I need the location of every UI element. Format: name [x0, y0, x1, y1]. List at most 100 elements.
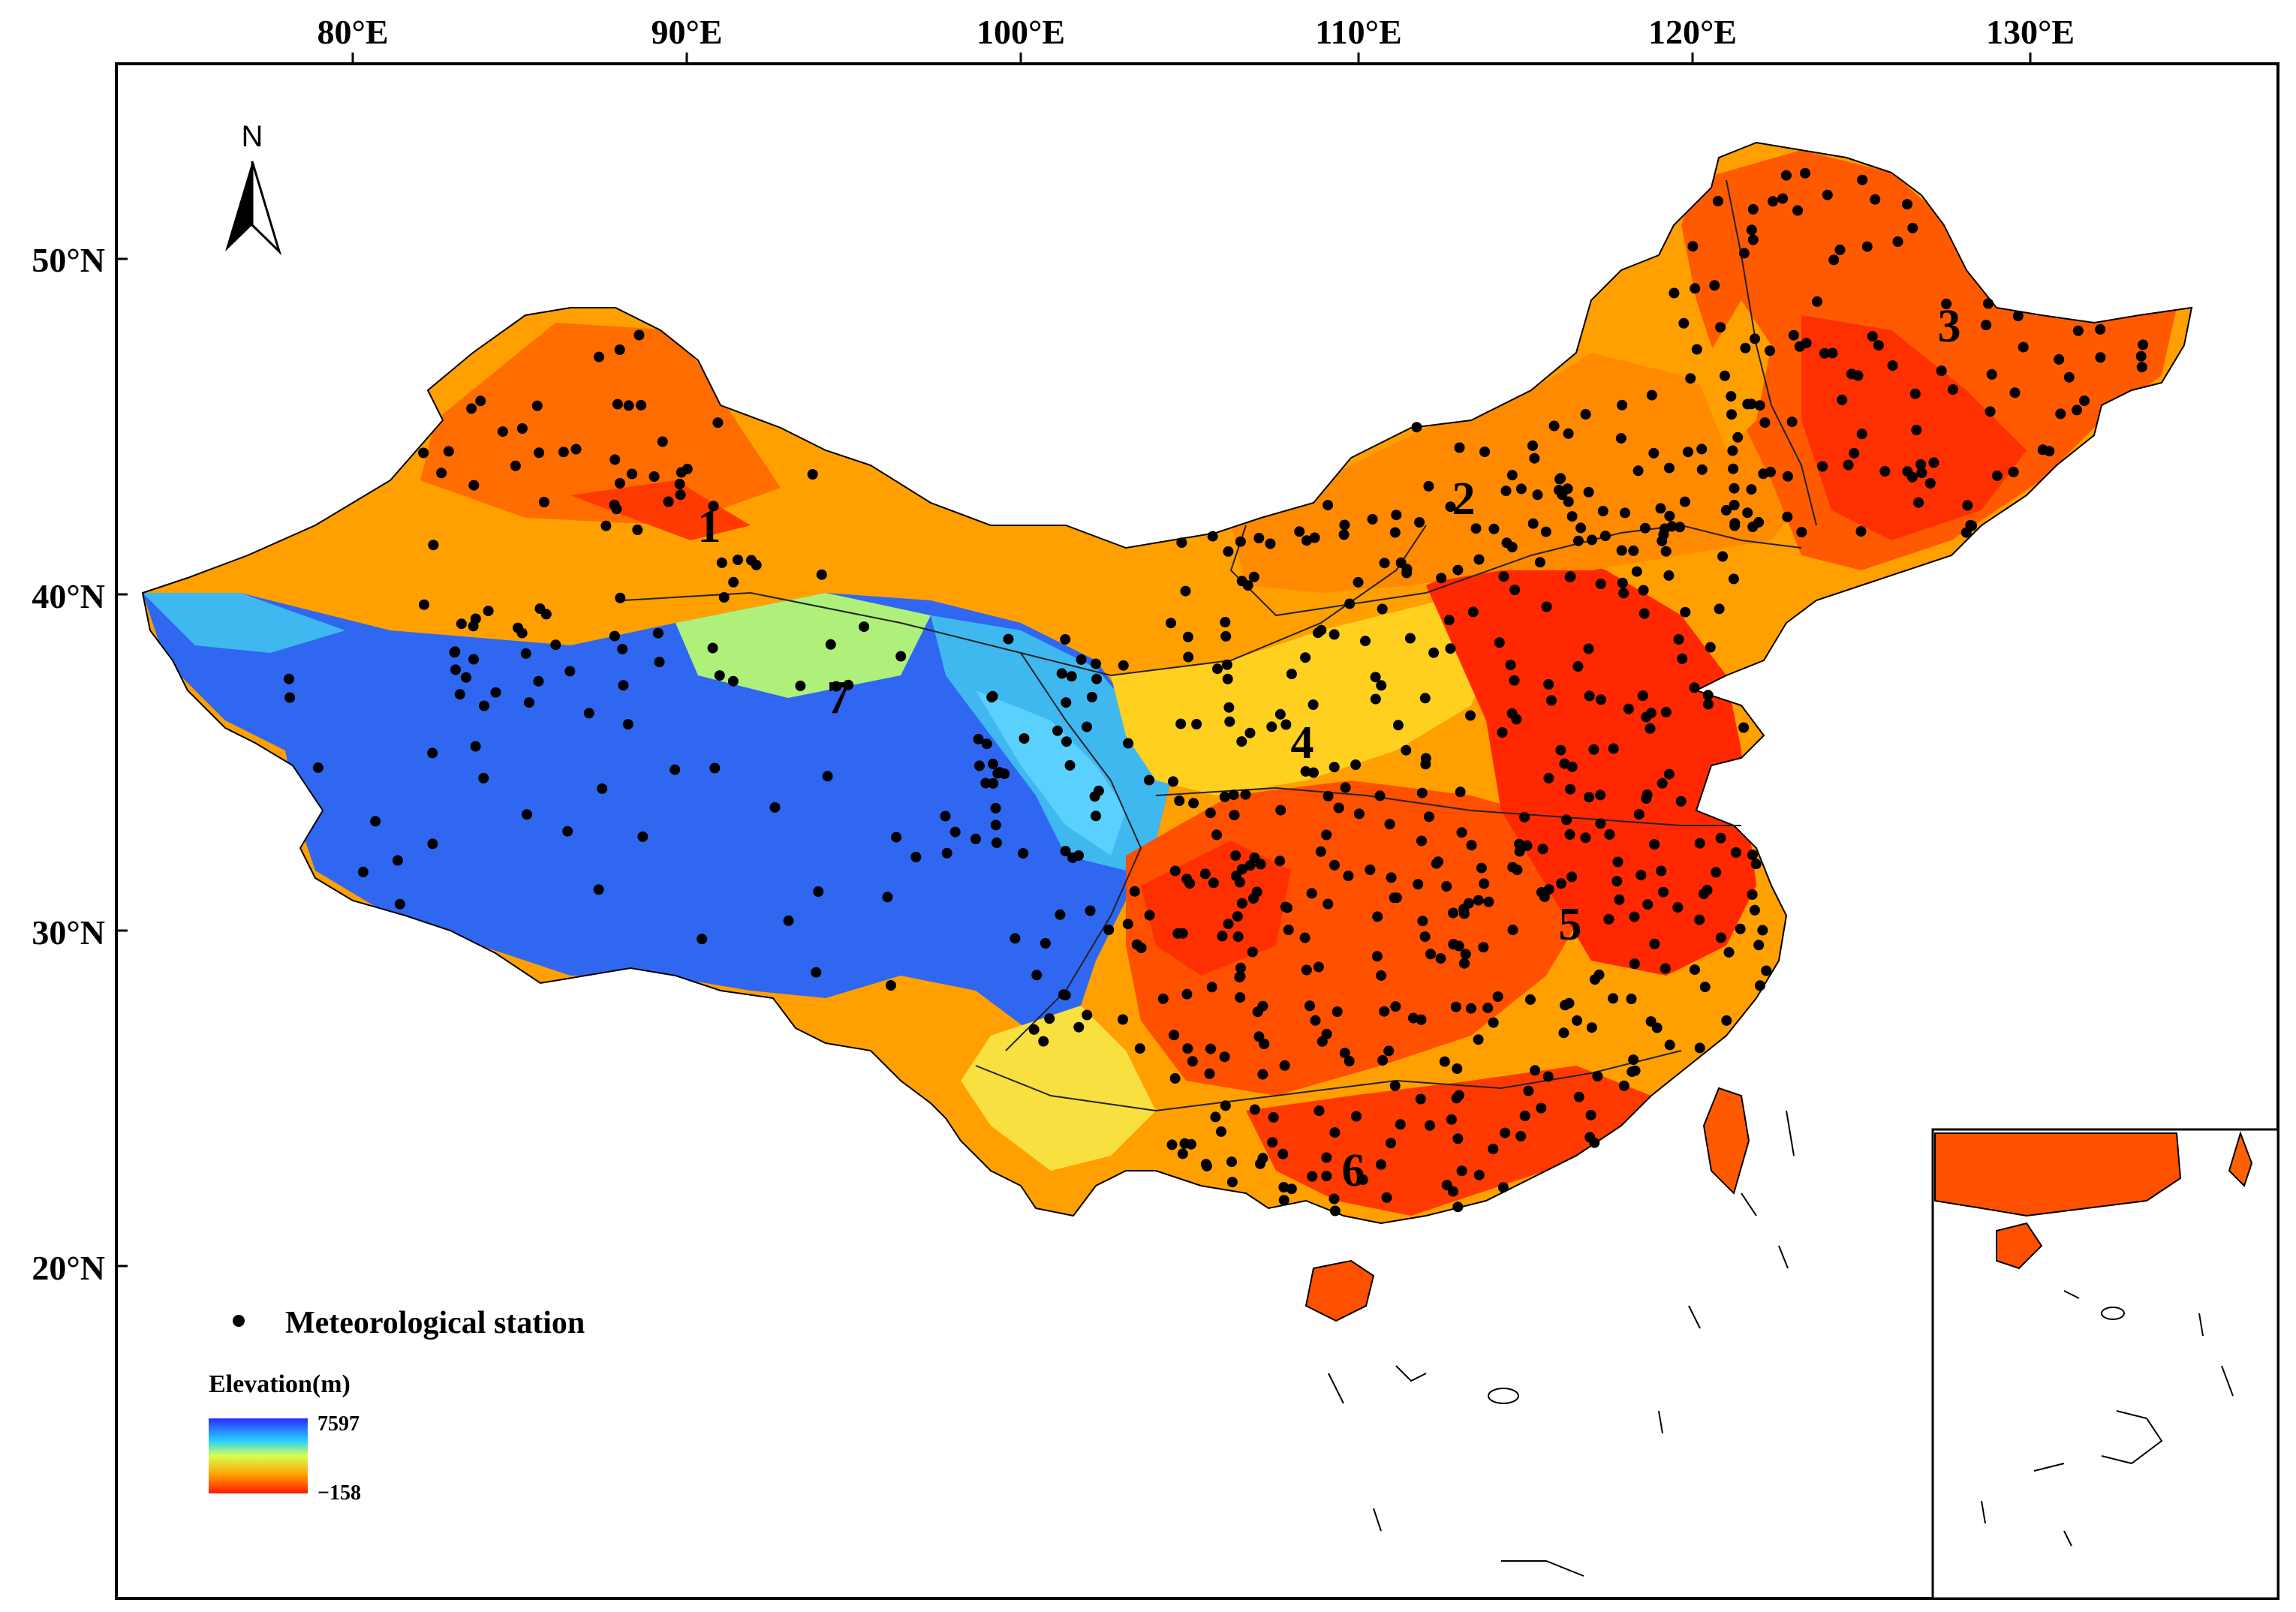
station-dot — [1064, 759, 1076, 771]
station-dot — [1638, 608, 1650, 619]
station-dot — [1527, 518, 1539, 529]
station-dot — [1376, 970, 1387, 981]
station-dot — [1564, 571, 1575, 582]
station-dot — [1675, 795, 1687, 807]
station-dot — [419, 599, 429, 610]
station-dot — [1689, 964, 1700, 976]
station-dot — [1747, 234, 1759, 245]
station-dot — [1633, 809, 1645, 820]
station-dot — [1584, 792, 1595, 803]
station-dot — [891, 832, 902, 843]
station-dot — [2008, 466, 2019, 477]
station-dot — [564, 666, 576, 677]
station-dot — [1423, 480, 1434, 492]
station-dot — [1765, 466, 1776, 477]
station-dot — [1220, 617, 1231, 627]
station-dot — [570, 444, 582, 455]
station-dot — [1443, 615, 1455, 626]
station-dot — [1253, 533, 1265, 543]
station-dot — [1144, 910, 1155, 921]
station-dot — [1628, 1054, 1639, 1066]
station-dot — [1091, 673, 1103, 684]
station-dot — [654, 657, 665, 668]
station-dot — [1372, 911, 1383, 922]
station-dot — [1497, 1182, 1509, 1193]
station-dot — [1534, 557, 1545, 568]
station-dot — [822, 771, 833, 782]
station-dot — [1280, 719, 1292, 730]
station-dot — [1506, 708, 1518, 719]
station-dot — [392, 855, 403, 866]
station-dot — [1754, 400, 1765, 411]
station-dot — [1742, 507, 1753, 519]
station-dot — [652, 627, 664, 639]
station-dot — [1370, 693, 1381, 705]
station-dot — [1332, 1006, 1343, 1017]
station-dot — [1902, 199, 1912, 210]
station-dot — [1792, 205, 1804, 216]
station-dot — [1629, 911, 1640, 922]
station-dot — [1750, 333, 1760, 344]
station-dot — [1639, 522, 1651, 534]
station-dot — [1236, 736, 1247, 747]
station-dot — [670, 764, 681, 775]
station-dot — [1329, 1127, 1341, 1138]
station-dot — [1169, 865, 1181, 877]
station-dot — [1532, 489, 1543, 501]
station-dot — [1307, 1171, 1318, 1182]
station-dot — [1827, 347, 1838, 359]
station-dot — [1740, 342, 1751, 353]
station-dot — [1675, 522, 1686, 533]
station-dot — [428, 540, 439, 551]
station-dot — [1616, 545, 1627, 556]
station-dot — [523, 697, 534, 708]
station-dot — [609, 454, 621, 465]
station-dot — [1360, 636, 1371, 647]
station-dot — [1699, 889, 1709, 900]
station-dot — [1855, 526, 1867, 537]
station-dot — [1082, 1009, 1093, 1021]
station-dot — [1123, 738, 1134, 749]
station-dot — [1374, 790, 1386, 801]
station-dot — [1441, 881, 1452, 892]
station-dot — [583, 708, 594, 719]
station-dot — [1439, 1056, 1450, 1067]
station-dot — [1541, 601, 1552, 612]
station-dot — [1626, 1066, 1638, 1078]
station-dot — [682, 463, 693, 474]
station-dot — [1294, 526, 1305, 537]
station-dot — [1500, 1127, 1511, 1138]
station-dot — [1210, 1111, 1221, 1123]
station-dot — [1649, 938, 1660, 949]
station-dot — [1861, 241, 1873, 252]
station-dot — [1907, 222, 1918, 233]
station-dot — [1252, 1006, 1263, 1018]
legend-station-dot — [233, 1315, 245, 1327]
station-dot — [1608, 743, 1619, 754]
station-dot — [941, 847, 952, 859]
latitude-labels: 50°N 40°N 30°N 20°N — [32, 241, 105, 1287]
station-dot — [1603, 913, 1614, 925]
legend: Meteorological station Elevation(m) 7597… — [209, 1306, 585, 1505]
station-dot — [1240, 789, 1251, 800]
station-dot — [1623, 703, 1634, 714]
station-dot — [1136, 943, 1147, 954]
station-dot — [1340, 782, 1351, 793]
station-dot — [1746, 398, 1757, 410]
station-dot — [1712, 196, 1723, 206]
station-dot — [843, 679, 854, 690]
station-dot — [1991, 470, 2003, 481]
station-dot — [940, 811, 951, 822]
station-dot — [1454, 442, 1465, 453]
station-dot — [1234, 877, 1245, 888]
station-dot — [612, 398, 623, 410]
station-dot — [1584, 690, 1595, 702]
station-dot — [1666, 521, 1678, 532]
station-dot — [1019, 733, 1030, 744]
station-dot — [1249, 1104, 1260, 1115]
region-label-2: 2 — [1452, 474, 1476, 525]
station-dot — [2055, 408, 2066, 420]
station-dot — [1091, 658, 1101, 669]
station-dot — [357, 866, 369, 877]
station-dot — [284, 692, 296, 703]
